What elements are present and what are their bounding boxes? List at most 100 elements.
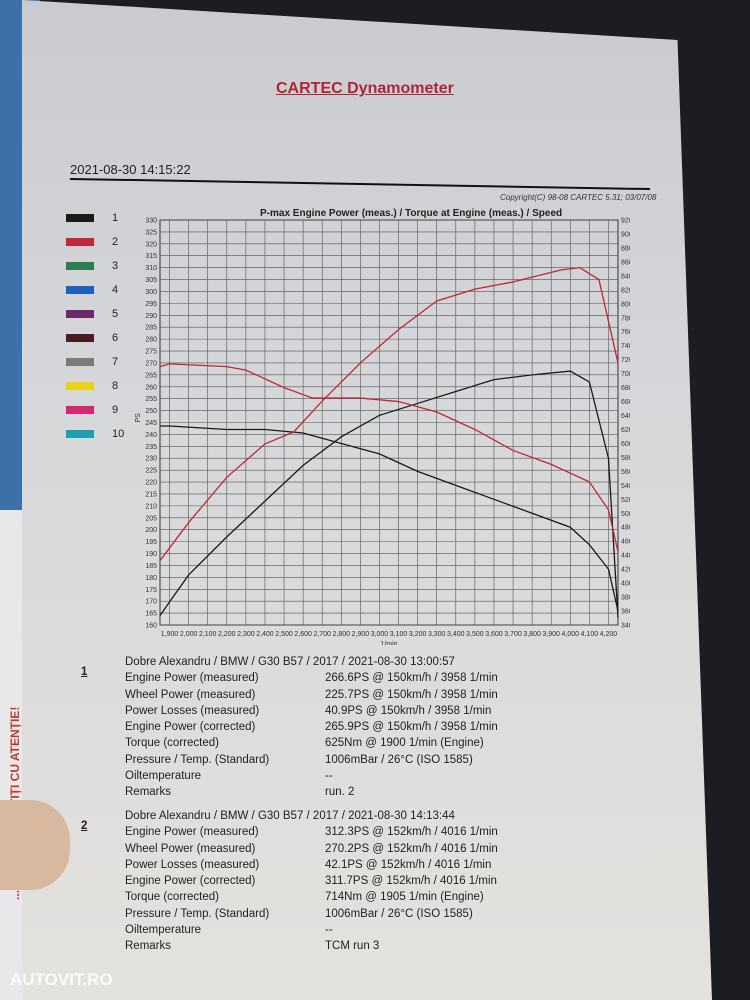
series-2-torque-line (159, 363, 619, 552)
y-tick-label: 185 (145, 563, 157, 570)
result-label: Engine Power (measured) (125, 672, 259, 685)
result-value: 312.3PS @ 152km/h / 4016 1/min (325, 826, 498, 839)
x-tick-label: 2,900 (352, 631, 370, 638)
result-value: TCM run 3 (325, 940, 380, 953)
y2-tick-label: 800 (621, 301, 630, 308)
x-tick-label: 2,100 (199, 631, 217, 638)
y2-tick-label: 680 (621, 385, 630, 392)
y-tick-label: 175 (145, 587, 157, 594)
x-tick-label: 3,500 (466, 631, 484, 638)
legend-item: 4 (66, 284, 118, 296)
y-tick-label: 165 (145, 611, 157, 618)
result-row: Wheel Power (measured) 270.2PS @ 152km/h … (125, 841, 498, 857)
series-2-power-line (159, 266, 619, 562)
legend-swatch (66, 406, 94, 414)
y2-tick-label: 360 (621, 609, 630, 616)
result-label: Pressure / Temp. (Standard) (125, 753, 270, 766)
x-tick-label: 3,400 (447, 631, 465, 638)
result-row: Engine Power (measured) 266.6PS @ 150km/h… (125, 670, 498, 686)
y2-tick-label: 460 (621, 539, 630, 546)
x-tick-label: 2,000 (180, 631, 198, 638)
series-1-torque-line (160, 425, 619, 612)
x-tick-label: 3,600 (485, 631, 503, 638)
result-label: Power Losses (measured) (125, 704, 260, 717)
legend-label: 2 (112, 236, 119, 248)
y2-tick-label: 580 (621, 455, 630, 462)
y-tick-label: 330 (145, 218, 157, 225)
y-tick-label: 310 (145, 265, 157, 272)
y-tick-label: 265 (145, 372, 157, 379)
legend-item: 1 (66, 212, 118, 224)
y-tick-label: 315 (145, 253, 157, 260)
y-tick-label: 320 (145, 241, 157, 248)
y2-tick-label: 900 (621, 231, 630, 238)
x-axis-label: 1/min (380, 641, 397, 645)
result-label: Torque (corrected) (125, 891, 219, 904)
result-label: Power Losses (measured) (125, 858, 260, 871)
report-timestamp: 2021-08-30 14:15:22 (70, 162, 191, 177)
y-tick-label: 205 (145, 515, 157, 522)
result-value: -- (325, 770, 333, 783)
legend-swatch (66, 238, 94, 246)
y-tick-label: 250 (145, 408, 157, 415)
result-value: 266.6PS @ 150km/h / 3958 1/min (325, 672, 498, 685)
result-row: Engine Power (corrected) 311.7PS @ 152km/… (125, 873, 498, 889)
y-tick-label: 245 (145, 420, 157, 427)
x-tick-label: 2,700 (313, 631, 331, 638)
result-value: 625Nm @ 1900 1/min (Engine) (325, 737, 484, 750)
y-tick-label: 235 (145, 444, 157, 451)
y-tick-label: 230 (145, 456, 157, 463)
x-tick-label: 4,100 (581, 631, 599, 638)
y-tick-label: 170 (145, 599, 157, 606)
x-tick-label: 3,000 (371, 631, 389, 638)
x-tick-label: 3,900 (542, 631, 560, 638)
y2-tick-label: 860 (621, 259, 630, 266)
legend-label: 10 (112, 428, 125, 440)
y2-tick-label: 760 (621, 329, 630, 336)
thumb (0, 800, 70, 890)
result-row: Torque (corrected) 714Nm @ 1905 1/min (En… (125, 889, 498, 905)
copyright: Copyright(C) 98-08 CARTEC 5.31; 03/07/08 (500, 193, 657, 202)
y2-tick-label: 420 (621, 567, 630, 574)
result-row: Remarks TCM run 3 (125, 938, 498, 954)
y2-tick-label: 700 (621, 371, 630, 378)
y2-tick-label: 480 (621, 525, 630, 532)
y-tick-label: 240 (145, 432, 157, 439)
y2-tick-label: 720 (621, 357, 630, 364)
legend-label: 7 (112, 356, 119, 368)
series-1-power-line (159, 370, 619, 618)
result-row: Engine Power (measured) 312.3PS @ 152km/h… (125, 824, 498, 840)
y2-tick-label: 500 (621, 511, 630, 518)
result-label: Remarks (125, 940, 172, 953)
legend-swatch (66, 358, 94, 366)
legend-swatch (66, 430, 94, 438)
legend-item: 6 (66, 332, 118, 344)
run-block: 2 Dobre Alexandru / BMW / G30 B57 / 2017 … (81, 808, 498, 955)
x-tick-label: 2,300 (237, 631, 255, 638)
y2-tick-label: 920 (621, 218, 630, 225)
result-value: -- (325, 924, 333, 937)
result-label: Remarks (125, 786, 172, 799)
y-tick-label: 270 (145, 360, 157, 367)
legend-label: 6 (112, 332, 119, 344)
y-tick-label: 160 (145, 623, 157, 630)
result-row: Oiltemperature -- (125, 768, 498, 784)
legend-swatch (66, 310, 94, 318)
legend-label: 3 (112, 260, 119, 272)
result-value: run. 2 (325, 786, 355, 799)
y-tick-label: 190 (145, 551, 157, 558)
report-title: CARTEC Dynamometer (276, 80, 454, 97)
y2-tick-label: 840 (621, 273, 630, 280)
legend-swatch (66, 262, 94, 270)
x-tick-label: 3,300 (428, 631, 446, 638)
legend-swatch (66, 214, 94, 222)
result-row: Wheel Power (measured) 225.7PS @ 150km/h … (125, 687, 498, 703)
x-tick-label: 3,700 (504, 631, 522, 638)
y-tick-label: 285 (145, 325, 157, 332)
result-value: 311.7PS @ 152km/h / 4016 1/min (325, 875, 497, 888)
y2-tick-label: 620 (621, 427, 630, 434)
legend-label: 4 (112, 284, 119, 296)
y2-tick-label: 520 (621, 497, 630, 504)
y-tick-label: 300 (145, 289, 157, 296)
y-axis-label: PS (135, 413, 142, 423)
